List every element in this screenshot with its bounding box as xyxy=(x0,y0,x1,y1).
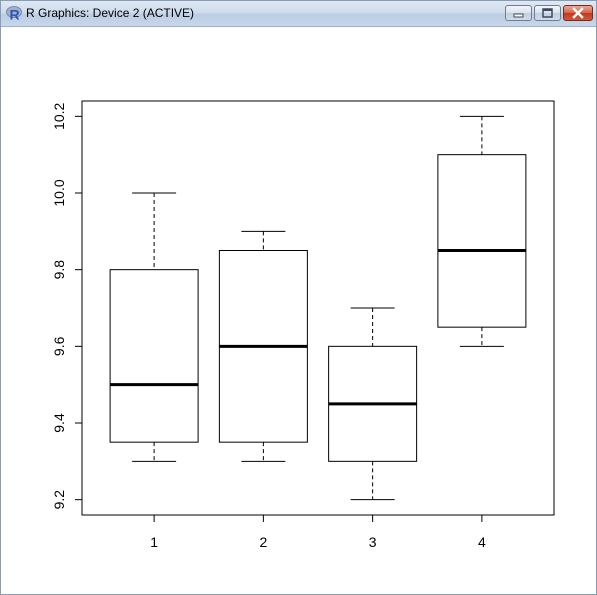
close-button[interactable] xyxy=(563,5,593,21)
minimize-icon xyxy=(513,13,524,18)
maximize-button[interactable] xyxy=(534,5,561,21)
box-1 xyxy=(109,269,199,443)
close-icon xyxy=(572,7,584,19)
y-tick-label: 10.2 xyxy=(51,102,67,129)
x-tick-label: 4 xyxy=(478,534,486,550)
y-tick-label: 9.8 xyxy=(51,260,67,280)
x-tick-label: 1 xyxy=(150,534,158,550)
r-logo-icon: R xyxy=(6,6,22,22)
y-tick-label: 9.2 xyxy=(51,490,67,510)
svg-text:R: R xyxy=(10,7,20,22)
plot-area: 9.2 9.4 9.6 9.8 10.0 10.2 1 2 3 4 xyxy=(5,27,592,592)
y-tick-label: 9.6 xyxy=(51,336,67,356)
x-tick-label: 2 xyxy=(259,534,267,550)
title-bar[interactable]: R R Graphics: Device 2 (ACTIVE) xyxy=(1,1,596,27)
x-tick-label: 3 xyxy=(369,534,377,550)
minimize-button[interactable] xyxy=(505,5,532,21)
y-tick-label: 10.0 xyxy=(51,179,67,206)
boxplot-chart: 9.2 9.4 9.6 9.8 10.0 10.2 1 2 3 4 xyxy=(51,100,555,550)
y-tick-label: 9.4 xyxy=(51,413,67,433)
maximize-icon xyxy=(542,8,553,18)
box-4 xyxy=(437,154,527,328)
window-title: R Graphics: Device 2 (ACTIVE) xyxy=(26,6,195,20)
